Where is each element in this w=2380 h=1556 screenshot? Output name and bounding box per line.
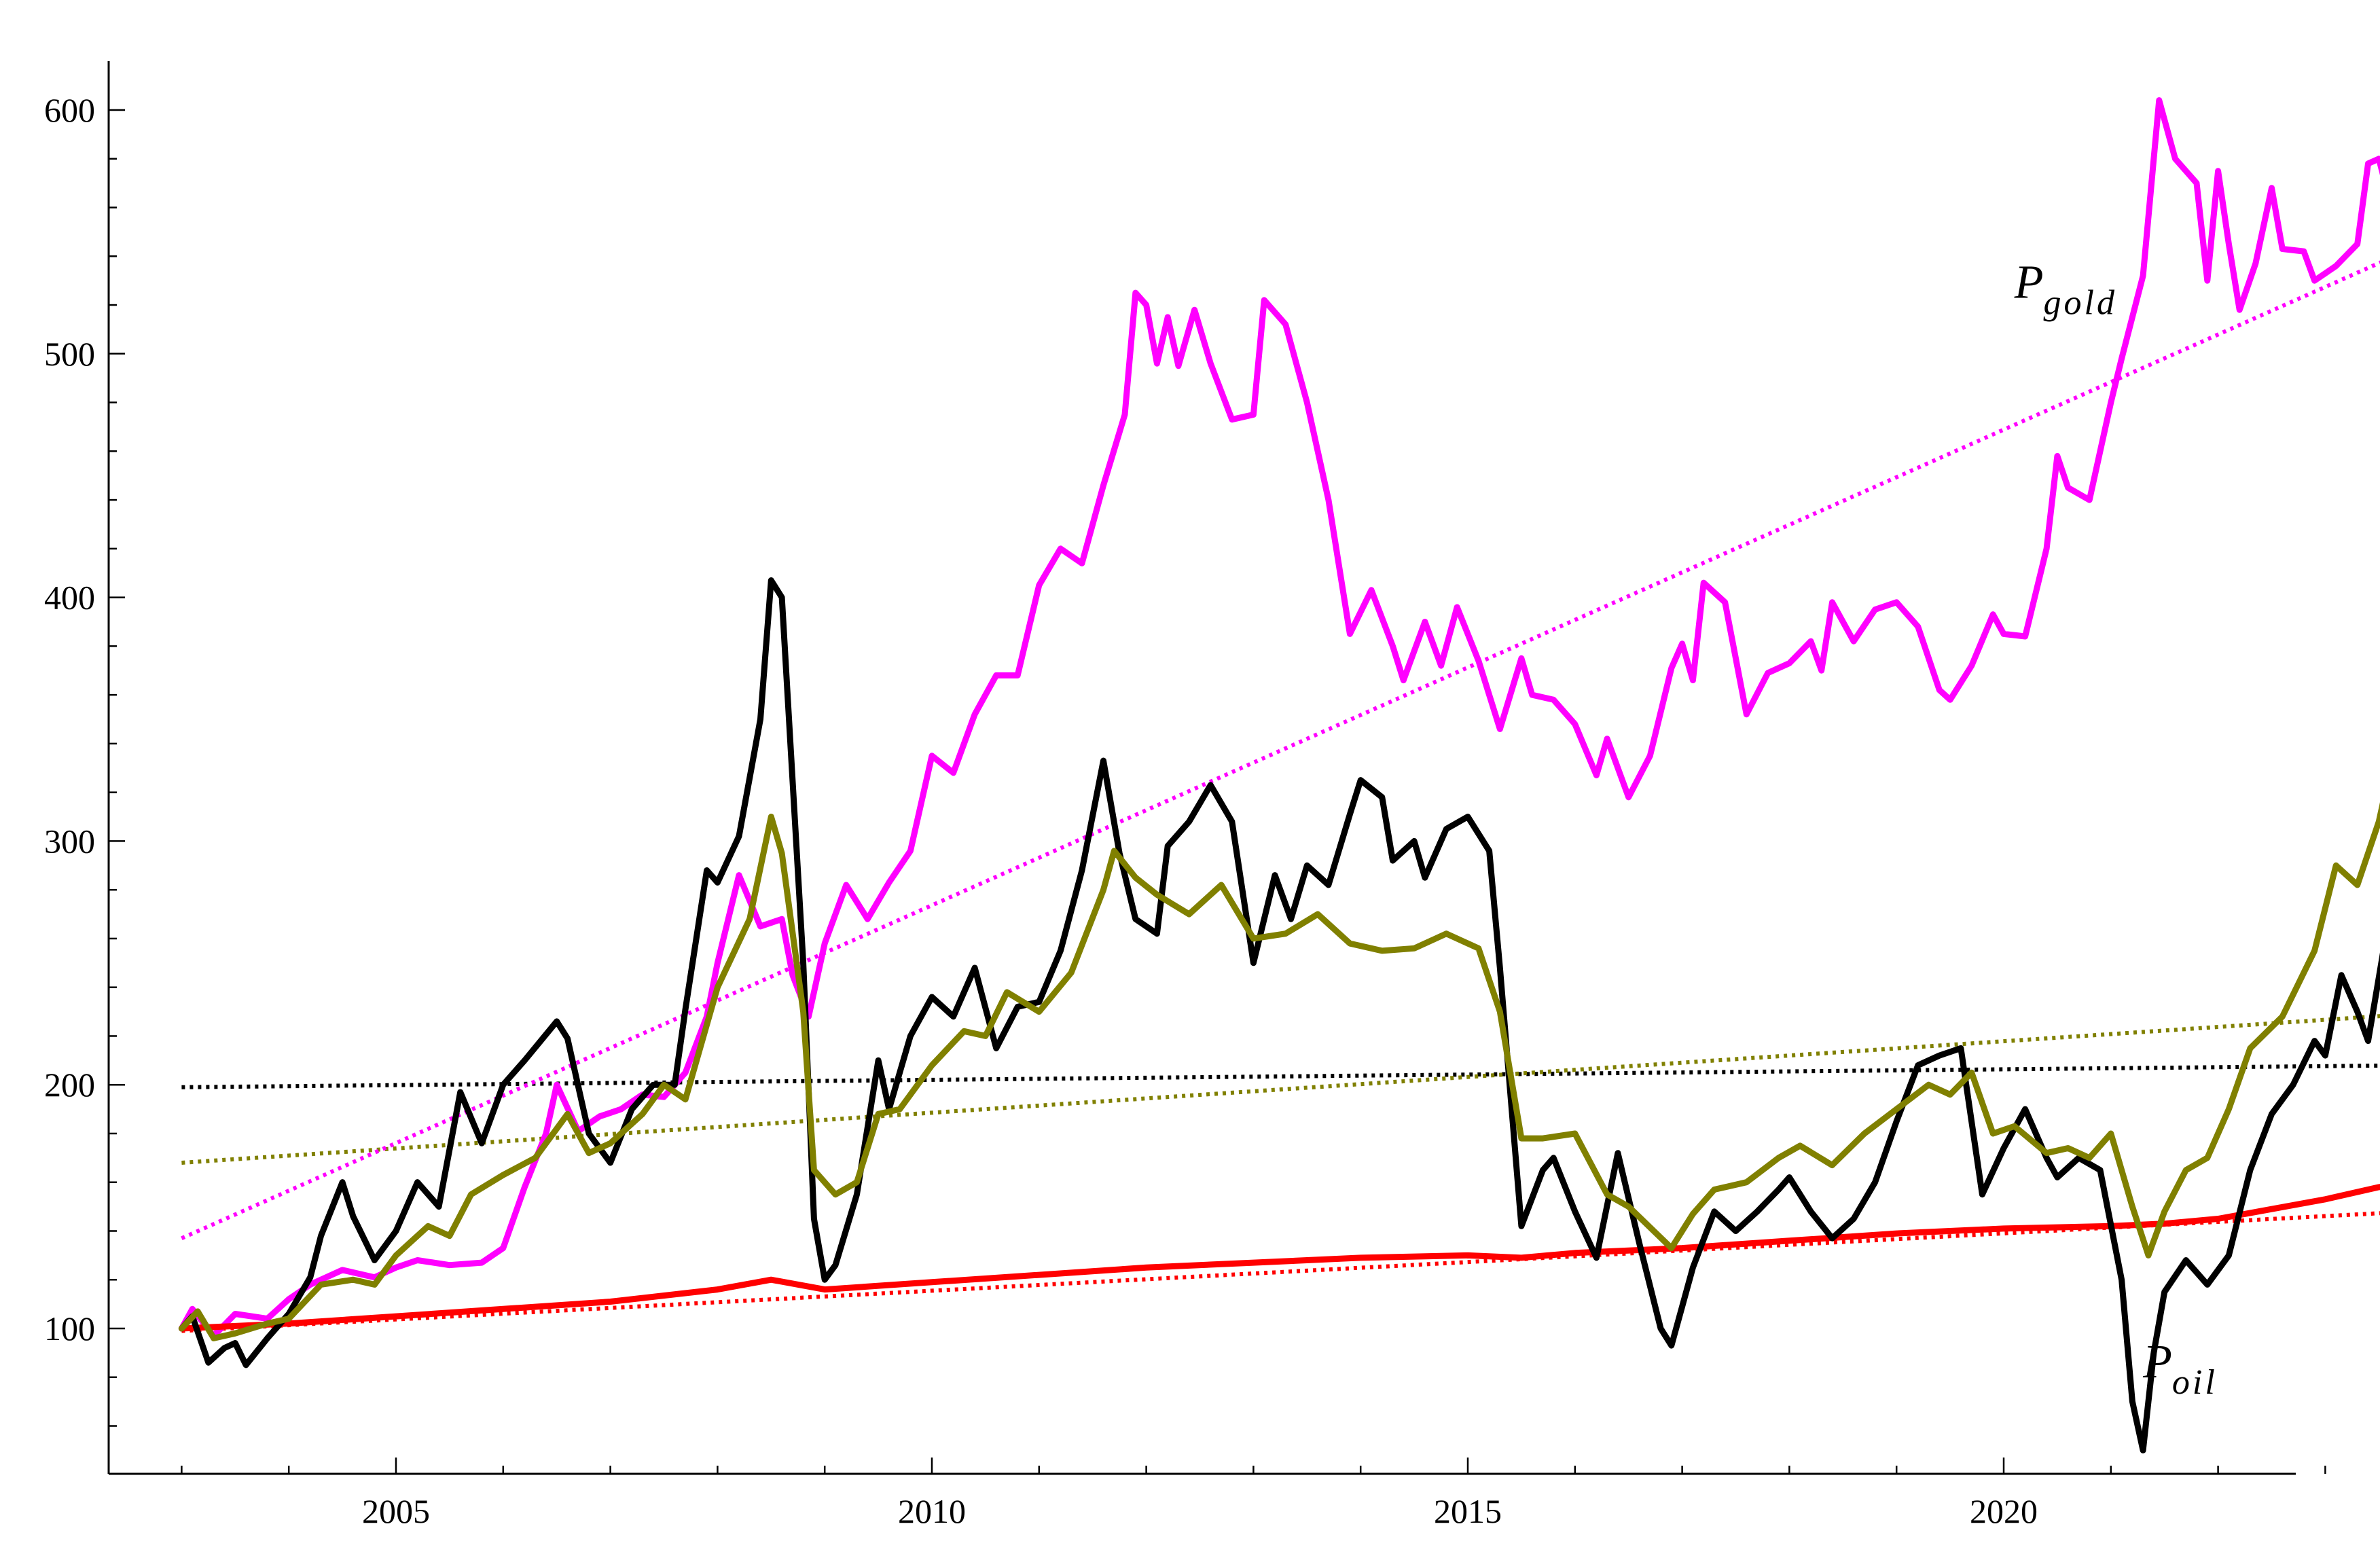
series-label-gold: Pgold xyxy=(2014,256,2117,322)
series-line-comm-trend xyxy=(181,1014,2380,1165)
x-tick-label: 2005 xyxy=(362,1492,430,1530)
y-tick-label: 200 xyxy=(44,1066,95,1104)
series-labels: PgoldPcommPcpiPoil xyxy=(2014,256,2218,1402)
series-line-p-comm xyxy=(178,802,2380,1341)
y-tick-label: 100 xyxy=(44,1309,95,1347)
series-line-gold-trend xyxy=(181,260,2380,1240)
y-tick-label: 300 xyxy=(44,822,95,860)
x-tick-label: 2020 xyxy=(1970,1492,2038,1530)
series-layer xyxy=(178,97,2380,1453)
series-line-cpi-trend xyxy=(181,1211,2380,1333)
y-tick-label: 600 xyxy=(44,91,95,129)
x-tick-label: 2010 xyxy=(898,1492,966,1530)
y-tick-label: 400 xyxy=(44,579,95,617)
x-tick-label: 2015 xyxy=(1434,1492,1502,1530)
series-label-oil: Poil xyxy=(2142,1336,2218,1402)
series-line-p-oil xyxy=(178,577,2380,1453)
series-line-p-cpi xyxy=(178,1184,2380,1332)
y-tick-label: 500 xyxy=(44,335,95,373)
axes: 100 200 300 400 500 600 2005 2010 2015 2020 xyxy=(44,61,2326,1530)
